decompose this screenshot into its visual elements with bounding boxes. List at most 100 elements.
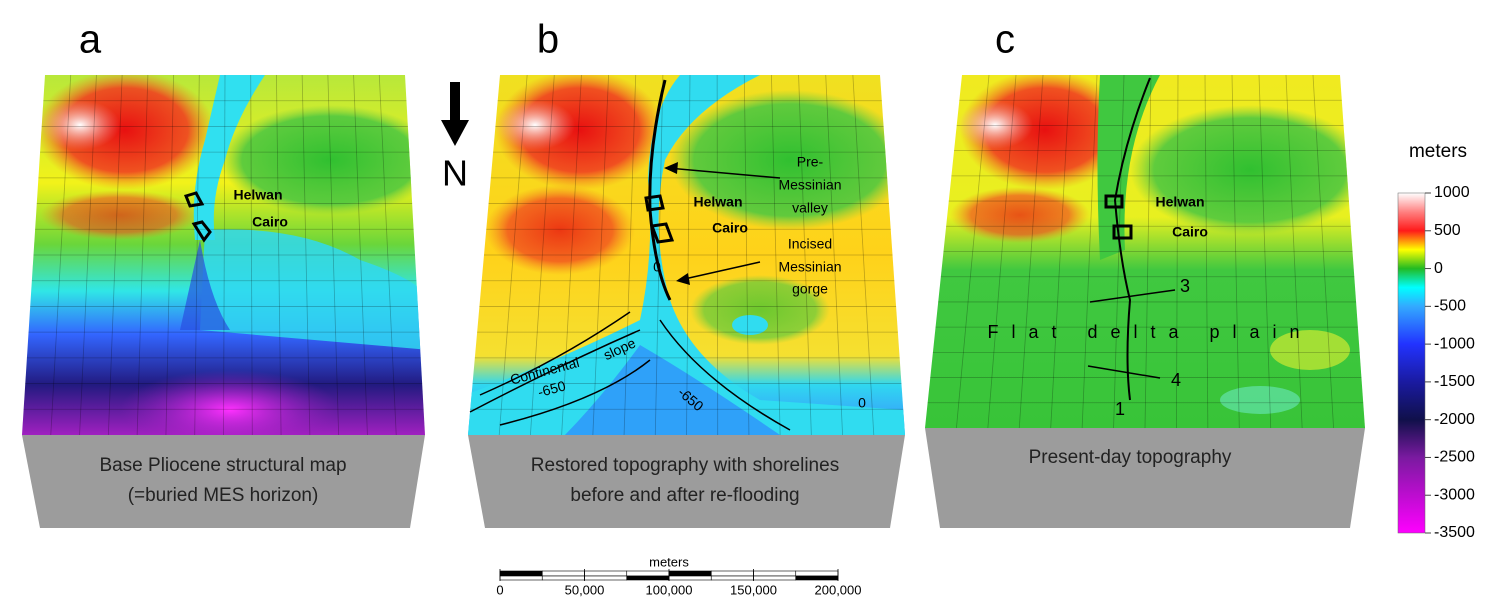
- block-side: [468, 435, 905, 528]
- north-label: N: [442, 153, 468, 194]
- terrain-grid: [623, 74, 637, 436]
- scale-segment: [499, 575, 543, 581]
- terrain-grid: [1285, 74, 1303, 429]
- terrain-grid: [1312, 74, 1334, 429]
- scale-segment: [668, 570, 712, 577]
- scale-segment: [795, 575, 839, 581]
- colorbar: meters 1000 500 0 -500 -1000 -1500 -2000 -2500 -…: [1397, 141, 1475, 541]
- scale-bar: meters 0 50,000 100,000 150,000 200,000: [496, 554, 861, 597]
- terrain: [468, 75, 905, 435]
- terrain-grid: [716, 74, 719, 436]
- annotation: Helwan: [233, 187, 282, 203]
- panel-c: c Helwan Cairo Flat delta plain 3 4 1 Pr…: [925, 18, 1365, 528]
- scale-segment: [499, 570, 543, 577]
- terrain-grid: [530, 74, 555, 436]
- annotation: 1: [1115, 399, 1125, 419]
- panel-label: c: [995, 18, 1015, 62]
- terrain-grid: [852, 74, 875, 436]
- scale-tick-label: 150,000: [730, 582, 777, 597]
- terrain-grid: [1258, 74, 1272, 429]
- annotation: 0: [653, 259, 661, 275]
- scale-segment: [753, 570, 797, 577]
- terrain-grid: [498, 74, 528, 436]
- terrain-grid: [956, 74, 990, 429]
- colorbar-ramp: [1397, 192, 1426, 534]
- terrain-grid: [592, 74, 609, 436]
- terrain-grid: [798, 74, 812, 436]
- terrain-grid: [1176, 74, 1179, 429]
- annotation: Incised: [788, 236, 832, 252]
- annotation: Flat delta plain: [987, 322, 1312, 342]
- panel-a: a Helwan Cairo Base Pliocene structural …: [22, 18, 425, 528]
- panel-label: b: [537, 18, 559, 62]
- north-arrow: N: [441, 82, 469, 194]
- colorbar-tick-label: -2000: [1434, 411, 1475, 428]
- caption: (=buried MES horizon): [128, 485, 319, 506]
- terrain-grid: [1144, 74, 1152, 429]
- scale-tick-label: 100,000: [646, 582, 693, 597]
- terrain-grid: [250, 74, 253, 436]
- scale-segment: [668, 575, 712, 581]
- terrain-grid: [107, 74, 123, 436]
- caption: Base Pliocene structural map: [99, 455, 346, 476]
- colorbar-tick-label: -1500: [1434, 373, 1475, 390]
- scale-segment: [541, 570, 585, 577]
- caption: before and after re-flooding: [570, 485, 799, 506]
- panel-b: b Helwan Cairo Pre- Messinian valley Inc…: [468, 18, 905, 528]
- annotation: 3: [1180, 276, 1190, 296]
- terrain-grid: [1081, 74, 1098, 429]
- terrain-grid: [771, 74, 781, 436]
- terrain-grid: [686, 74, 691, 436]
- annotation: Pre-: [797, 154, 824, 170]
- scale-title: meters: [649, 554, 689, 569]
- annotation: Messinian: [778, 177, 841, 193]
- terrain-grid: [194, 74, 200, 436]
- terrain-grid: [1050, 74, 1071, 429]
- scale-segment: [584, 570, 628, 577]
- colorbar-tick-label: 0: [1434, 260, 1443, 277]
- annotation: Cairo: [712, 220, 748, 236]
- annotation: Messinian: [778, 259, 841, 275]
- terrain-grid: [561, 74, 582, 436]
- terrain-grid: [301, 74, 311, 436]
- colorbar-tick-label: -3500: [1434, 524, 1475, 541]
- terrain-grid: [327, 74, 340, 436]
- terrain-grid: [1204, 74, 1209, 429]
- terrain-grid: [378, 74, 397, 436]
- annotation: Helwan: [693, 194, 742, 210]
- scale-segment: [626, 575, 670, 581]
- terrain-grid: [1113, 74, 1125, 429]
- scale-segment: [626, 570, 670, 577]
- annotation: Helwan: [1155, 194, 1204, 210]
- annotation: gorge: [792, 281, 828, 297]
- colorbar-tick-label: -500: [1434, 298, 1466, 315]
- colorbar-tick-label: -1000: [1434, 335, 1475, 352]
- terrain-grid: [353, 74, 368, 436]
- scale-tick-label: 50,000: [565, 582, 605, 597]
- terrain-grid: [165, 74, 174, 436]
- terrain-grid: [987, 74, 1017, 429]
- scale-segment: [710, 575, 754, 581]
- terrain-grid: [654, 74, 664, 436]
- annotation: Cairo: [1172, 224, 1208, 240]
- terrain-grid: [743, 74, 750, 436]
- caption: Present-day topography: [1029, 447, 1232, 468]
- colorbar-tick-label: 500: [1434, 222, 1461, 239]
- scale-segment: [541, 575, 585, 581]
- terrain-grid: [50, 74, 72, 436]
- terrain-grid: [223, 74, 226, 436]
- terrain-grid: [1018, 74, 1044, 429]
- scale-tick-label: 200,000: [815, 582, 862, 597]
- terrain: [925, 75, 1365, 428]
- colorbar-tick-label: 1000: [1434, 184, 1470, 201]
- terrain-grid: [1231, 74, 1240, 429]
- colorbar-title: meters: [1409, 141, 1467, 162]
- terrain-grid: [79, 74, 97, 436]
- scale-tick-label: 0: [496, 582, 503, 597]
- annotation: valley: [792, 200, 828, 216]
- scale-segment: [584, 575, 628, 581]
- annotation: 4: [1171, 370, 1181, 390]
- terrain-grid: [136, 74, 149, 436]
- annotation: -650: [536, 377, 567, 400]
